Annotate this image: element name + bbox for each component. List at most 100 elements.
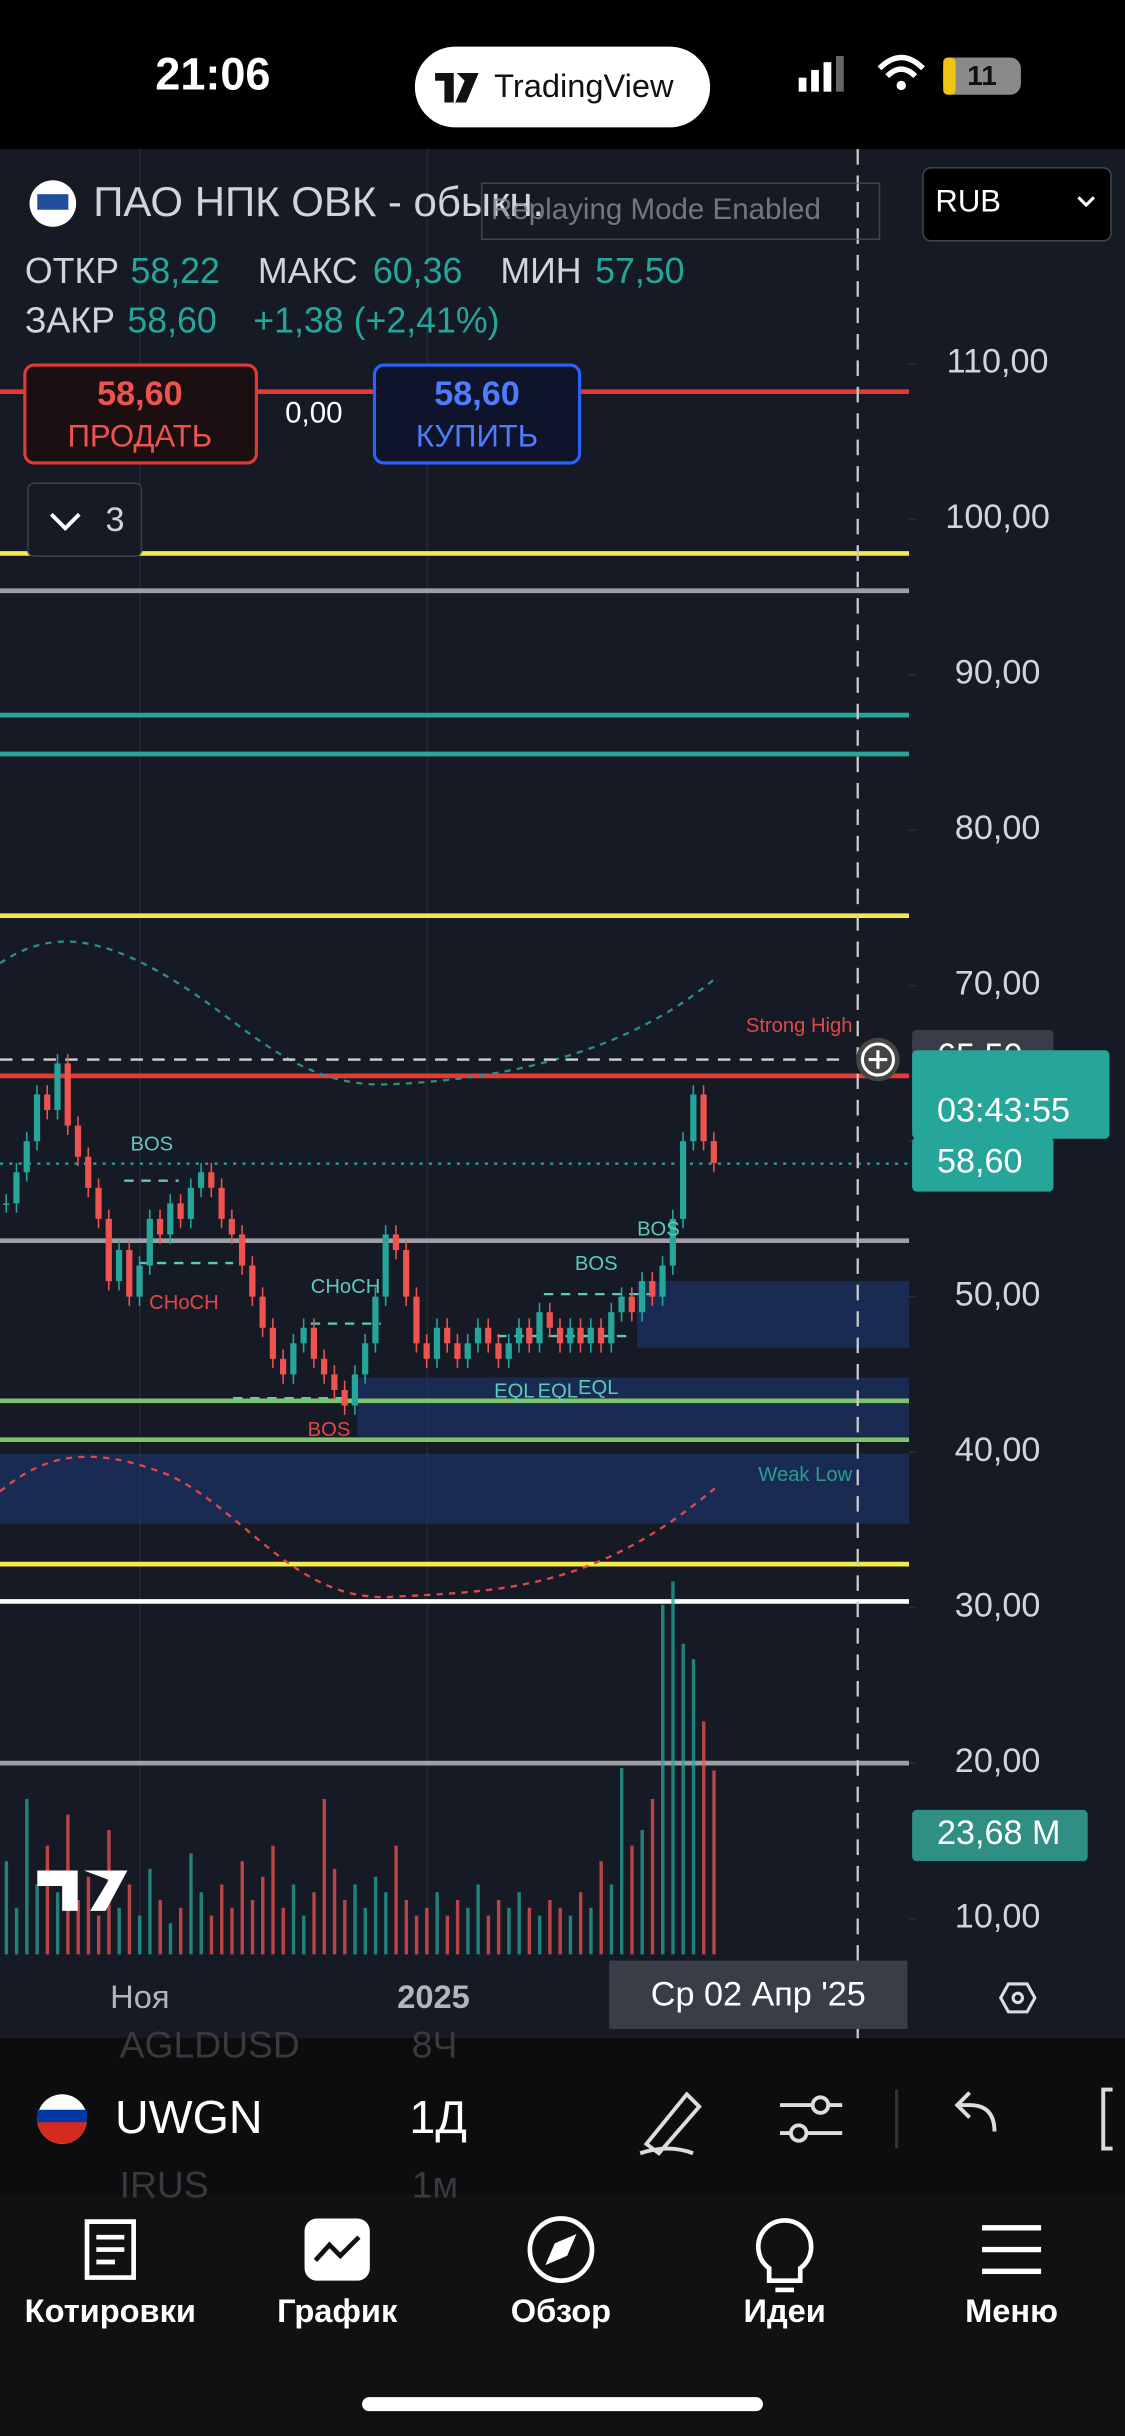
annotation: Weak Low (758, 1464, 852, 1486)
toolbar-bg (0, 2038, 1125, 2194)
symbol-logo (37, 194, 69, 210)
volume-bar (25, 1799, 29, 1955)
volumes (4, 1581, 716, 1955)
candle-body (556, 1327, 564, 1344)
zones (0, 1281, 910, 1524)
candle-body (710, 1141, 717, 1163)
candle-body (536, 1312, 543, 1344)
buy-button[interactable] (372, 363, 582, 465)
buy-label: КУПИТЬ (416, 418, 538, 453)
candle-body (392, 1234, 400, 1251)
volume-bar (445, 1915, 450, 1955)
volume-bar (281, 1907, 285, 1955)
ghost-symbol: IRUS (120, 2163, 209, 2205)
currency-select[interactable] (922, 167, 1112, 242)
undo-icon[interactable] (954, 2091, 997, 2132)
volume-bar (353, 1884, 357, 1955)
candle-body (54, 1063, 61, 1111)
ohlc-label: ЗАКР (25, 301, 115, 341)
volume-bar (189, 1853, 193, 1955)
volume-bar (650, 1799, 655, 1955)
spread: 0,00 (285, 397, 342, 430)
volume-bar (466, 1907, 470, 1955)
candle-body (177, 1203, 184, 1219)
indicators-count: 3 (105, 501, 124, 539)
candle-body (638, 1281, 646, 1313)
candle-body (197, 1172, 205, 1188)
tab-label[interactable]: Идеи (744, 2292, 826, 2329)
candle-body (362, 1343, 369, 1375)
app-pill[interactable] (414, 46, 711, 128)
settings-icon[interactable] (998, 1982, 1037, 2014)
toolbar-symbol[interactable]: UWGN (115, 2091, 263, 2143)
indicators-icon (810, 2095, 831, 2115)
wifi (896, 80, 906, 91)
volume-bar (179, 1907, 183, 1955)
zone (357, 1377, 910, 1437)
volume-bar (96, 1915, 101, 1955)
indicators-toggle[interactable] (27, 482, 143, 557)
zone (637, 1281, 910, 1348)
candle-body (85, 1156, 92, 1188)
candle-body (608, 1312, 615, 1344)
last-price-box (912, 1137, 1054, 1192)
y-tick-label: 90,00 (955, 654, 1041, 692)
volume-bar (250, 1900, 255, 1955)
tab-label[interactable]: Меню (965, 2292, 1058, 2329)
indicators-icon (788, 2123, 809, 2143)
volume-bar (507, 1907, 511, 1955)
volume-bar (230, 1907, 234, 1955)
volume-bar (671, 1581, 675, 1955)
volume-bar (343, 1900, 347, 1955)
candle-body (115, 1250, 123, 1282)
tab-label[interactable]: Котировки (25, 2292, 196, 2329)
candle-body (290, 1343, 297, 1375)
candle-body (372, 1296, 379, 1344)
zone (0, 1453, 910, 1524)
annotation: BOS (308, 1419, 351, 1441)
y-tick-label: 20,00 (955, 1742, 1041, 1780)
countdown: 03:43:55 (937, 1091, 1070, 1129)
candle-body (618, 1296, 625, 1313)
replay-notice: Replaying Mode Enabled (491, 193, 821, 226)
ohlc-value: 58,22 (131, 251, 220, 291)
candle-body (495, 1343, 502, 1359)
tab-label[interactable]: Обзор (511, 2292, 611, 2329)
candle-body (423, 1343, 430, 1359)
volume-bar (404, 1900, 409, 1955)
tab-label[interactable]: График (277, 2292, 398, 2329)
volume-bar (199, 1892, 203, 1955)
candle-body (526, 1327, 533, 1344)
candle-body (413, 1296, 420, 1344)
volume-bar (702, 1721, 706, 1955)
volume-bar (137, 1915, 142, 1955)
volume-bar (220, 1884, 224, 1955)
ghost-symbol: AGLDUSD (120, 2023, 300, 2065)
volume-bar (117, 1907, 121, 1955)
volume-bar (527, 1907, 532, 1955)
y-tick-label: 100,00 (945, 498, 1050, 536)
draw-icon[interactable] (639, 2091, 702, 2156)
candle-body (105, 1218, 112, 1282)
volume-bar (609, 1884, 614, 1955)
candle-body (351, 1374, 359, 1406)
candle-body (64, 1063, 71, 1126)
toolbar-interval[interactable]: 1Д (409, 2091, 467, 2143)
candle-body (3, 1203, 10, 1205)
sell-button[interactable] (23, 363, 258, 465)
tab-icon (982, 2225, 1042, 2275)
lower-curve (0, 1455, 716, 1599)
ohlc-value: 58,60 (127, 301, 216, 341)
more-icon[interactable] (1101, 2087, 1113, 2151)
volume-bar (158, 1900, 162, 1955)
flag-icon (37, 2109, 88, 2123)
candle-body (382, 1234, 389, 1297)
volume-bar (302, 1915, 306, 1955)
candle-body (269, 1327, 276, 1359)
annotation: BOS (637, 1219, 680, 1241)
volume-bar (414, 1915, 419, 1955)
tab-icon (84, 2219, 136, 2280)
candle-body (505, 1343, 512, 1359)
annotation: EQL (494, 1380, 534, 1402)
